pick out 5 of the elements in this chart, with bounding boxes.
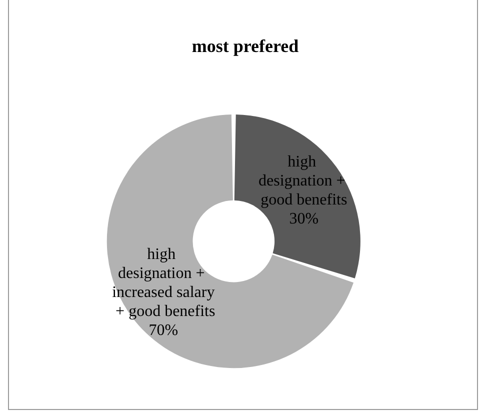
data-label: 30%: [289, 210, 319, 228]
chart-title: most prefered: [192, 36, 299, 56]
slice-label: high designation + good benefits: [258, 153, 350, 208]
slice-label: high designation + increased salary + good benefits: [112, 246, 216, 320]
data-label: 70%: [148, 322, 178, 339]
